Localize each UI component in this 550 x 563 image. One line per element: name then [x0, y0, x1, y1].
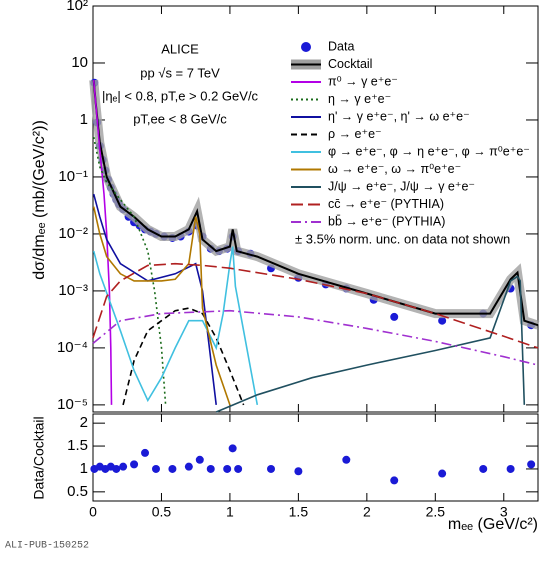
ratio-point — [119, 462, 128, 471]
x-tick-label: 0.5 — [152, 504, 172, 520]
ratio-point — [151, 464, 160, 473]
ratio-point — [506, 464, 515, 473]
ratio-point — [527, 460, 536, 469]
x-axis-label: mₑₑ (GeV/c²) — [448, 516, 538, 533]
y-tick-label: 10⁻⁵ — [57, 396, 88, 413]
ratio-point — [184, 462, 193, 471]
y-tick-label: 10⁻⁴ — [57, 339, 88, 356]
footer: ALI-PUB-150252 — [5, 541, 89, 552]
legend-label: cc̄ → e⁺e⁻ (PYTHIA) — [328, 197, 444, 211]
legend-label: bb̄ → e⁺e⁻ (PYTHIA) — [328, 214, 445, 228]
ratio-point — [141, 448, 150, 457]
ratio-axis-label: Data/Cocktail — [31, 416, 47, 499]
x-tick-label: 3 — [500, 504, 508, 520]
ratio-point — [342, 455, 351, 464]
y-tick-label: 0.5 — [67, 483, 88, 500]
annotation: |ηₑ| < 0.8, pT,e > 0.2 GeV/c — [102, 88, 259, 103]
series-line — [122, 307, 245, 406]
ratio-point — [438, 469, 447, 478]
legend-label: φ → e⁺e⁻, φ → η e⁺e⁻, φ → π⁰e⁺e⁻ — [328, 144, 530, 158]
legend-label: ω → e⁺e⁻, ω → π⁰e⁺e⁻ — [328, 162, 461, 176]
ratio-point — [168, 464, 177, 473]
ratio-point — [294, 467, 303, 476]
legend-label: η → γ e⁺e⁻ — [328, 92, 391, 106]
ratio-frame — [92, 413, 539, 502]
y-tick-label: 2 — [80, 414, 88, 431]
ratio-point — [112, 464, 121, 473]
series-line — [92, 262, 539, 349]
x-tick-label: 0 — [89, 504, 97, 520]
annotation: ALICE — [161, 41, 199, 56]
x-tick-label: 2.5 — [426, 504, 446, 520]
ratio-point — [228, 444, 237, 453]
annotation: ± 3.5% norm. unc. on data not shown — [295, 231, 510, 246]
y-axis-label: dσ/dmₑₑ (mb/(GeV/c²)) — [31, 120, 48, 280]
legend-label: Cocktail — [328, 57, 372, 71]
x-tick-label: 1 — [226, 504, 234, 520]
series-line — [92, 80, 539, 327]
ratio-point — [130, 460, 139, 469]
series-line — [92, 206, 231, 406]
series-line — [92, 136, 167, 405]
y-tick-label: 10 — [71, 54, 88, 71]
data-point — [390, 312, 399, 321]
legend-label: Data — [328, 39, 354, 53]
annotation: pp √s = 7 TeV — [140, 65, 220, 80]
legend-label: π⁰ → γ e⁺e⁻ — [328, 74, 398, 88]
y-tick-label: 10⁻² — [58, 225, 88, 242]
y-tick-label: 10² — [66, 0, 88, 14]
x-tick-label: 2 — [363, 504, 371, 520]
series-line — [92, 309, 539, 366]
ratio-point — [195, 455, 204, 464]
legend-marker — [301, 42, 311, 52]
y-tick-label: 10⁻¹ — [58, 168, 88, 185]
x-tick-label: 1.5 — [289, 504, 309, 520]
series-line — [92, 80, 113, 405]
data-point — [438, 316, 447, 325]
legend-label: ρ → e⁺e⁻ — [328, 127, 382, 141]
ratio-point — [267, 464, 275, 473]
y-tick-label: 1.5 — [67, 437, 88, 454]
legend-label: J/ψ → e⁺e⁻, J/ψ → γ e⁺e⁻ — [328, 179, 475, 193]
legend-label: η' → γ e⁺e⁻, η' → ω e⁺e⁻ — [328, 109, 470, 123]
y-tick-label: 1 — [80, 111, 88, 128]
annotation: pT,ee < 8 GeV/c — [133, 111, 227, 126]
y-tick-label: 1 — [80, 460, 88, 477]
y-tick-label: 10⁻³ — [58, 282, 88, 299]
top-frame — [92, 5, 539, 413]
series-line — [215, 275, 526, 413]
ratio-point — [479, 464, 488, 473]
ratio-point — [390, 476, 399, 485]
ratio-point — [206, 464, 215, 473]
ratio-point — [234, 464, 243, 473]
series-line — [92, 246, 259, 406]
ratio-point — [223, 464, 232, 473]
